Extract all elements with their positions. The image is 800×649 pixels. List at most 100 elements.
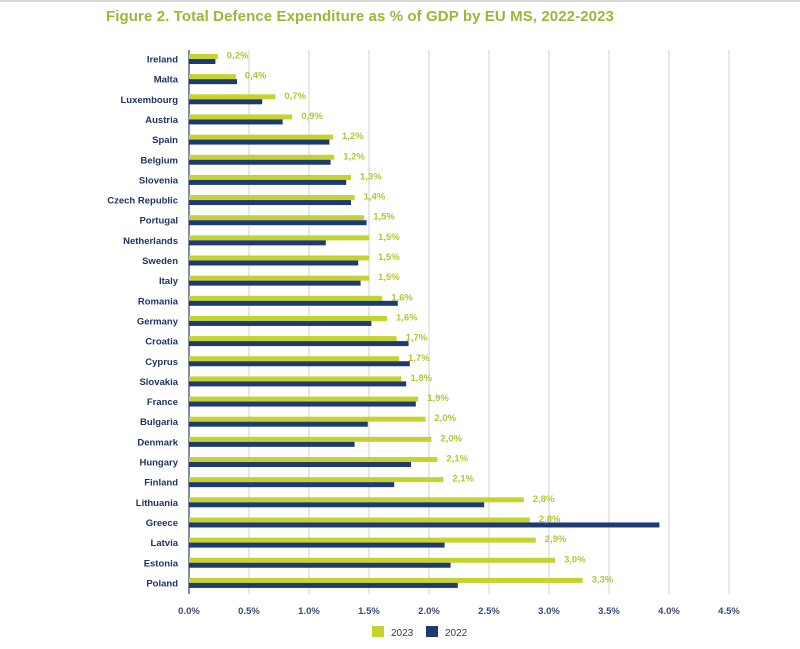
bar-2022 — [189, 139, 330, 145]
category-label: Lithuania — [136, 498, 179, 509]
category-label: Cyprus — [145, 357, 178, 368]
category-label: Greece — [146, 518, 178, 529]
bar-2023 — [189, 537, 536, 543]
category-label: Luxembourg — [120, 95, 178, 106]
data-label-2023: 1,5% — [373, 212, 395, 223]
data-label-2023: 1,5% — [378, 232, 400, 243]
bar-2023 — [189, 295, 383, 301]
bar-2022 — [189, 462, 411, 467]
data-label-2023: 2,1% — [452, 474, 474, 485]
bar-2023 — [189, 74, 236, 80]
category-label: Latvia — [151, 538, 179, 549]
data-label-2023: 2,1% — [446, 454, 468, 465]
data-label-2023: 1,2% — [342, 131, 364, 142]
bar-2023 — [189, 54, 218, 59]
category-label: Estonia — [144, 558, 179, 569]
x-tick-label: 0.0% — [178, 606, 200, 617]
category-label: Slovenia — [139, 175, 179, 186]
bar-2022 — [189, 361, 410, 367]
category-label: Germany — [137, 316, 179, 327]
data-label-2023: 1,7% — [408, 353, 430, 364]
category-label: Croatia — [145, 337, 178, 348]
bar-2023 — [189, 315, 387, 321]
data-label-2023: 2,0% — [434, 413, 456, 424]
x-axis-ticks: 0.0% 0.5% 1.0% 1.5% 2.0% 2.5% 3.0% 3.5% 4.0% 4.5% — [178, 606, 740, 617]
bar-2023 — [189, 174, 351, 180]
data-label-2023: 0,4% — [245, 71, 267, 82]
x-tick-label: 1.0% — [298, 606, 320, 617]
data-label-2023: 0,2% — [227, 51, 249, 62]
bar-2022 — [189, 159, 331, 165]
bar-2022 — [189, 441, 355, 447]
category-label: Bulgaria — [140, 417, 179, 428]
bar-2022 — [189, 401, 416, 407]
data-label-2023: 1,7% — [406, 333, 428, 344]
chart-title: Figure 2. Total Defence Expenditure as %… — [106, 8, 614, 25]
legend: 2023 2022 — [372, 626, 468, 639]
bar-2023 — [189, 497, 524, 503]
bar-2023 — [189, 436, 432, 442]
data-label-2023: 2,8% — [539, 514, 561, 525]
bar-2023 — [189, 255, 369, 261]
x-tick-label: 1.5% — [358, 606, 380, 617]
category-label: Portugal — [139, 216, 178, 227]
data-label-2023: 1,2% — [343, 151, 365, 162]
bar-2022 — [189, 300, 398, 306]
bar-2023 — [189, 275, 369, 281]
category-label: Sweden — [142, 256, 178, 267]
category-label: Malta — [154, 75, 179, 86]
bar-2022 — [189, 200, 351, 206]
category-label: Finland — [144, 478, 178, 489]
category-label: Italy — [159, 276, 179, 287]
data-label-2023: 3,0% — [564, 554, 586, 565]
bar-2022 — [189, 220, 367, 226]
value-labels: 0,2% 0,4% 0,7% 0,9% 1,2% 1,2% 1,3% 1,4% 1,5% 1,5%… — [227, 51, 614, 586]
category-label: Denmark — [137, 437, 178, 448]
category-label: Netherlands — [123, 236, 178, 247]
x-tick-label: 3.5% — [598, 606, 620, 617]
x-tick-label: 2.5% — [478, 606, 500, 617]
bar-2022 — [189, 341, 409, 347]
x-tick-label: 4.0% — [658, 606, 680, 617]
bar-2023 — [189, 336, 397, 342]
legend-swatch-2022 — [426, 626, 438, 637]
category-label: Czech Republic — [107, 196, 178, 207]
data-label-2023: 1,5% — [378, 252, 400, 263]
bar-2022 — [189, 582, 458, 588]
data-label-2023: 1,8% — [410, 373, 432, 384]
legend-swatch-2023 — [372, 626, 384, 637]
category-label: Spain — [152, 135, 178, 146]
category-label: Ireland — [147, 55, 178, 66]
bar-2022 — [189, 79, 237, 85]
data-label-2023: 1,3% — [360, 171, 382, 182]
legend-label-2023: 2023 — [391, 628, 414, 639]
x-tick-label: 4.5% — [718, 606, 740, 617]
bar-2022 — [189, 179, 347, 185]
bar-2023 — [189, 416, 426, 422]
bars — [189, 54, 660, 588]
bar-2023 — [189, 356, 399, 362]
bar-2022 — [189, 562, 451, 568]
data-label-2023: 2,9% — [545, 534, 567, 545]
bar-2022 — [189, 421, 368, 427]
bar-2023 — [189, 457, 438, 462]
bar-2022 — [189, 280, 361, 286]
top-rule — [0, 0, 800, 2]
data-label-2023: 2,8% — [533, 494, 555, 505]
bar-2022 — [189, 240, 326, 246]
bar-2023 — [189, 376, 402, 382]
bar-2022 — [189, 59, 216, 64]
data-label-2023: 1,9% — [427, 393, 449, 404]
legend-label-2022: 2022 — [445, 628, 468, 639]
bar-2022 — [189, 522, 660, 528]
category-labels: Ireland Malta Luxembourg Austria Spain Belgiu… — [107, 55, 178, 590]
bar-2023 — [189, 557, 555, 563]
category-label: Romania — [138, 296, 179, 307]
x-tick-label: 0.5% — [238, 606, 260, 617]
data-label-2023: 1,6% — [396, 312, 418, 323]
category-label: Slovakia — [139, 377, 178, 388]
bar-2023 — [189, 577, 583, 583]
bar-2022 — [189, 99, 263, 105]
category-label: Belgium — [141, 155, 178, 166]
